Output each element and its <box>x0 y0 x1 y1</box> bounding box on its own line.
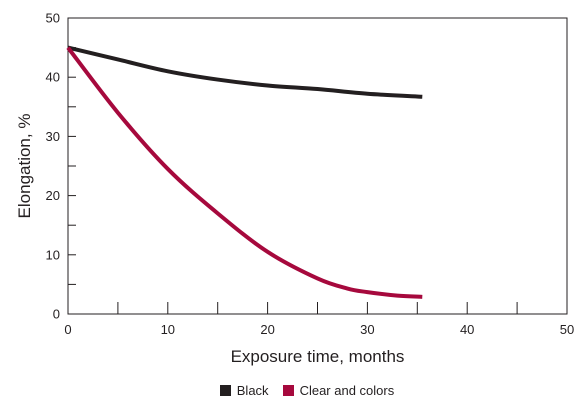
y-tick-label: 50 <box>46 11 60 26</box>
axis-ticks <box>67 17 568 315</box>
y-tick-labels: 0 10 20 30 40 50 <box>46 11 60 322</box>
x-tick-label: 10 <box>161 322 175 337</box>
x-axis-title: Exposure time, months <box>231 347 405 366</box>
legend-swatch-clear-and-colors <box>282 384 294 396</box>
y-tick-label: 20 <box>46 188 60 203</box>
y-tick-label: 40 <box>46 70 60 85</box>
legend-swatch-black <box>219 384 231 396</box>
legend: Black Clear and colors <box>0 380 584 400</box>
legend-label-clear-and-colors: Clear and colors <box>299 382 395 398</box>
plot-frame <box>67 17 568 315</box>
y-tick-label: 0 <box>53 307 60 322</box>
line-chart: 0 10 20 30 40 50 0 10 20 30 40 50 Exposure time, m… <box>15 11 574 367</box>
series-lines <box>66 45 423 299</box>
series-line-black <box>67 45 423 99</box>
x-tick-label: 40 <box>460 322 474 337</box>
x-tick-label: 0 <box>64 322 71 337</box>
x-tick-label: 30 <box>360 322 374 337</box>
legend-label-black: Black <box>236 382 269 398</box>
series-line-clear-and-colors <box>66 46 423 299</box>
x-tick-label: 20 <box>260 322 274 337</box>
y-tick-label: 10 <box>46 247 60 262</box>
legend-item-clear-and-colors: Clear and colors <box>282 382 395 398</box>
legend-item-black: Black <box>219 382 269 398</box>
x-tick-labels: 0 10 20 30 40 50 <box>64 322 574 337</box>
y-tick-label: 30 <box>46 129 60 144</box>
x-tick-label: 50 <box>560 322 574 337</box>
y-axis-title: Elongation, % <box>15 114 34 219</box>
plot-area <box>67 17 568 315</box>
